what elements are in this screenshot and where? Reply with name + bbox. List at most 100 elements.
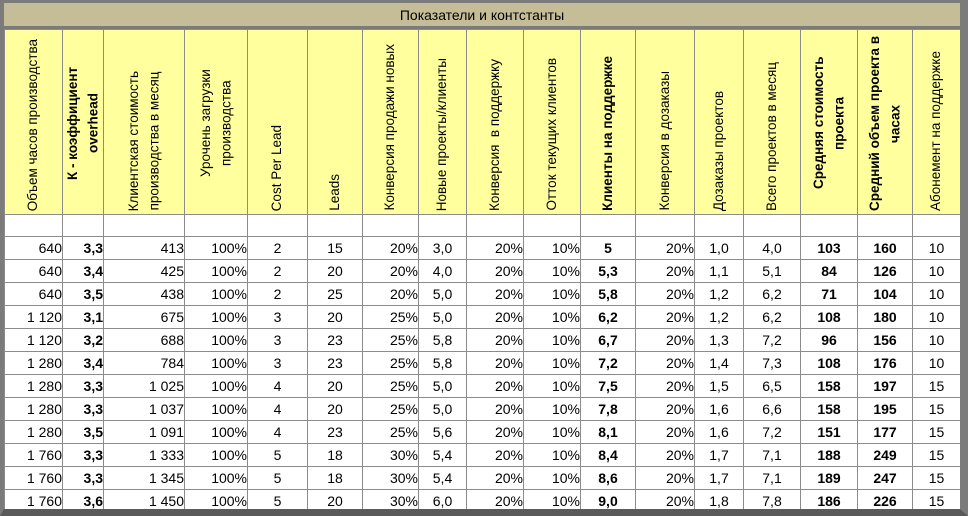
cell-client-cost-month[interactable]: 1 333 <box>103 443 185 467</box>
empty-cell[interactable] <box>62 214 104 237</box>
cell-k-overhead[interactable]: 3,1 <box>62 305 104 329</box>
cell-new-projects-clients[interactable]: 5,4 <box>418 466 467 490</box>
cell-current-clients-churn[interactable]: 10% <box>523 259 581 283</box>
cell-k-overhead[interactable]: 3,5 <box>62 282 104 306</box>
cell-production-hours[interactable]: 1 760 <box>4 466 63 490</box>
cell-avg-project-cost[interactable]: 158 <box>800 397 858 421</box>
cell-conversion-to-support[interactable]: 20% <box>466 351 524 375</box>
cell-project-reorders[interactable]: 1,0 <box>694 236 744 260</box>
column-header-production-hours[interactable]: Объем часов производства <box>4 29 63 215</box>
empty-cell[interactable] <box>103 214 185 237</box>
cell-cost-per-lead[interactable]: 2 <box>247 259 308 283</box>
empty-cell[interactable] <box>307 214 363 237</box>
cell-production-load-level[interactable]: 100% <box>184 420 248 444</box>
cell-leads[interactable]: 15 <box>307 236 363 260</box>
cell-leads[interactable]: 23 <box>307 328 363 352</box>
cell-production-hours[interactable]: 1 120 <box>4 305 63 329</box>
empty-cell[interactable] <box>743 214 801 237</box>
column-header-total-projects-month[interactable]: Всего проектов в месяц <box>743 29 801 215</box>
cell-cost-per-lead[interactable]: 4 <box>247 374 308 398</box>
cell-cost-per-lead[interactable]: 5 <box>247 489 308 509</box>
cell-total-projects-month[interactable]: 6,2 <box>743 282 801 306</box>
cell-support-subscription[interactable]: 15 <box>912 397 960 421</box>
cell-total-projects-month[interactable]: 7,1 <box>743 466 801 490</box>
cell-avg-project-cost[interactable]: 71 <box>800 282 858 306</box>
cell-production-hours[interactable]: 1 280 <box>4 397 63 421</box>
cell-avg-project-cost[interactable]: 108 <box>800 305 858 329</box>
cell-total-projects-month[interactable]: 7,1 <box>743 443 801 467</box>
cell-avg-project-hours[interactable]: 126 <box>857 259 913 283</box>
cell-production-hours[interactable]: 1 760 <box>4 443 63 467</box>
cell-production-hours[interactable]: 1 280 <box>4 351 63 375</box>
cell-production-hours[interactable]: 1 760 <box>4 489 63 509</box>
cell-project-reorders[interactable]: 1,6 <box>694 397 744 421</box>
cell-leads[interactable]: 20 <box>307 259 363 283</box>
cell-avg-project-hours[interactable]: 177 <box>857 420 913 444</box>
empty-cell[interactable] <box>912 214 960 237</box>
cell-cost-per-lead[interactable]: 4 <box>247 397 308 421</box>
cell-support-subscription[interactable]: 10 <box>912 259 960 283</box>
cell-k-overhead[interactable]: 3,5 <box>62 420 104 444</box>
column-header-cost-per-lead[interactable]: Cost Per Lead <box>247 29 308 215</box>
cell-k-overhead[interactable]: 3,4 <box>62 351 104 375</box>
cell-avg-project-hours[interactable]: 156 <box>857 328 913 352</box>
cell-new-projects-clients[interactable]: 5,0 <box>418 282 467 306</box>
cell-project-reorders[interactable]: 1,6 <box>694 420 744 444</box>
cell-support-subscription[interactable]: 15 <box>912 420 960 444</box>
cell-conversion-new-sales[interactable]: 25% <box>362 420 419 444</box>
cell-avg-project-cost[interactable]: 188 <box>800 443 858 467</box>
cell-project-reorders[interactable]: 1,3 <box>694 328 744 352</box>
cell-client-cost-month[interactable]: 675 <box>103 305 185 329</box>
cell-cost-per-lead[interactable]: 2 <box>247 236 308 260</box>
cell-conversion-reorders[interactable]: 20% <box>635 236 695 260</box>
cell-avg-project-hours[interactable]: 160 <box>857 236 913 260</box>
cell-k-overhead[interactable]: 3,3 <box>62 374 104 398</box>
cell-clients-on-support[interactable]: 7,8 <box>580 397 636 421</box>
cell-conversion-new-sales[interactable]: 25% <box>362 351 419 375</box>
cell-current-clients-churn[interactable]: 10% <box>523 466 581 490</box>
cell-leads[interactable]: 23 <box>307 351 363 375</box>
empty-cell[interactable] <box>184 214 248 237</box>
cell-conversion-new-sales[interactable]: 20% <box>362 259 419 283</box>
cell-conversion-new-sales[interactable]: 25% <box>362 397 419 421</box>
cell-new-projects-clients[interactable]: 5,0 <box>418 305 467 329</box>
cell-support-subscription[interactable]: 10 <box>912 305 960 329</box>
cell-production-load-level[interactable]: 100% <box>184 259 248 283</box>
empty-cell[interactable] <box>418 214 467 237</box>
cell-clients-on-support[interactable]: 7,2 <box>580 351 636 375</box>
cell-current-clients-churn[interactable]: 10% <box>523 443 581 467</box>
cell-avg-project-hours[interactable]: 247 <box>857 466 913 490</box>
cell-conversion-to-support[interactable]: 20% <box>466 236 524 260</box>
cell-total-projects-month[interactable]: 7,2 <box>743 328 801 352</box>
cell-current-clients-churn[interactable]: 10% <box>523 397 581 421</box>
cell-clients-on-support[interactable]: 5,3 <box>580 259 636 283</box>
cell-clients-on-support[interactable]: 8,1 <box>580 420 636 444</box>
cell-production-load-level[interactable]: 100% <box>184 351 248 375</box>
cell-support-subscription[interactable]: 15 <box>912 443 960 467</box>
cell-project-reorders[interactable]: 1,2 <box>694 305 744 329</box>
cell-k-overhead[interactable]: 3,3 <box>62 397 104 421</box>
cell-current-clients-churn[interactable]: 10% <box>523 420 581 444</box>
cell-clients-on-support[interactable]: 5 <box>580 236 636 260</box>
cell-conversion-to-support[interactable]: 20% <box>466 466 524 490</box>
cell-new-projects-clients[interactable]: 5,6 <box>418 420 467 444</box>
cell-current-clients-churn[interactable]: 10% <box>523 305 581 329</box>
cell-conversion-reorders[interactable]: 20% <box>635 259 695 283</box>
cell-conversion-reorders[interactable]: 20% <box>635 305 695 329</box>
table-title-bar[interactable]: Показатели и контстанты <box>4 3 960 29</box>
cell-avg-project-cost[interactable]: 96 <box>800 328 858 352</box>
cell-project-reorders[interactable]: 1,2 <box>694 282 744 306</box>
cell-conversion-new-sales[interactable]: 25% <box>362 305 419 329</box>
empty-cell[interactable] <box>4 214 63 237</box>
cell-total-projects-month[interactable]: 4,0 <box>743 236 801 260</box>
cell-conversion-reorders[interactable]: 20% <box>635 489 695 509</box>
cell-production-load-level[interactable]: 100% <box>184 374 248 398</box>
cell-total-projects-month[interactable]: 5,1 <box>743 259 801 283</box>
cell-conversion-new-sales[interactable]: 25% <box>362 328 419 352</box>
empty-cell[interactable] <box>362 214 419 237</box>
cell-conversion-to-support[interactable]: 20% <box>466 259 524 283</box>
cell-conversion-new-sales[interactable]: 30% <box>362 489 419 509</box>
cell-total-projects-month[interactable]: 6,6 <box>743 397 801 421</box>
cell-conversion-to-support[interactable]: 20% <box>466 397 524 421</box>
cell-current-clients-churn[interactable]: 10% <box>523 236 581 260</box>
